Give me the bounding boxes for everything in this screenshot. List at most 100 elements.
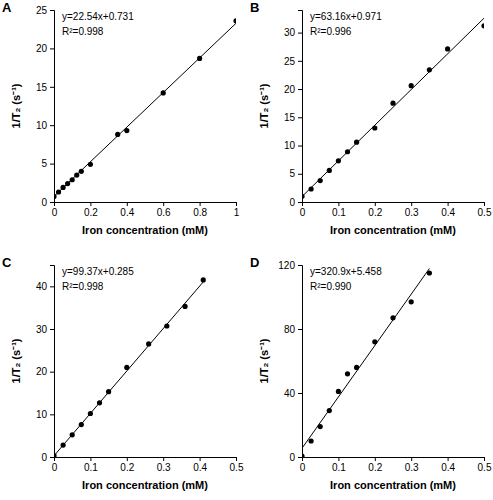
fit-line bbox=[302, 18, 484, 196]
y-tick-mark bbox=[50, 286, 54, 287]
x-axis-title: Iron concentration (mM) bbox=[330, 224, 456, 236]
x-axis: 00.10.20.30.40.5 bbox=[300, 202, 492, 218]
y-axis-title: 1/T₂ (s⁻¹) bbox=[258, 338, 270, 383]
panel: B00.10.20.30.40.5051015202530Iron concen… bbox=[250, 0, 492, 236]
x-axis-line bbox=[303, 458, 485, 462]
y-tick-mark bbox=[298, 117, 302, 118]
x-tick: 0.4 bbox=[441, 202, 455, 218]
y-axis-line bbox=[298, 266, 303, 458]
plot-marks bbox=[302, 269, 432, 457]
y-tick-label: 25 bbox=[284, 56, 296, 67]
y-tick-label: 40 bbox=[284, 388, 296, 399]
y-tick-label: 25 bbox=[36, 5, 48, 16]
y-axis: 04080120 bbox=[278, 260, 302, 463]
plot-marks bbox=[54, 277, 206, 457]
y-axis-line bbox=[50, 266, 55, 458]
y-axis: 0510152025 bbox=[36, 5, 55, 208]
x-axis-line bbox=[55, 458, 237, 462]
y-tick: 20 bbox=[36, 366, 54, 377]
annotation: y=99.37x+0.285 bbox=[62, 266, 134, 277]
y-axis-title: 1/T₂ (s⁻¹) bbox=[10, 338, 22, 383]
y-tick-mark bbox=[50, 87, 54, 88]
x-tick: 0.3 bbox=[405, 202, 419, 218]
y-tick-mark bbox=[50, 48, 54, 49]
x-tick-mark bbox=[163, 202, 164, 206]
y-tick-mark bbox=[50, 10, 54, 11]
x-tick-mark bbox=[411, 457, 412, 461]
data-point bbox=[309, 438, 314, 443]
x-tick-label: 0.4 bbox=[193, 462, 207, 473]
x-tick-mark bbox=[338, 457, 339, 461]
y-tick-label: 80 bbox=[284, 324, 296, 335]
x-axis-line bbox=[303, 203, 485, 207]
annotation: R²=0.990 bbox=[310, 281, 352, 292]
y-tick-label: 20 bbox=[36, 366, 48, 377]
data-point bbox=[336, 389, 341, 394]
panel-title: A bbox=[2, 0, 12, 15]
x-tick-label: 0.4 bbox=[441, 462, 455, 473]
fit-line bbox=[54, 282, 203, 456]
y-tick-mark bbox=[298, 393, 302, 394]
y-tick: 40 bbox=[36, 281, 54, 292]
x-tick-mark bbox=[448, 202, 449, 206]
panel: D00.10.20.30.40.504080120Iron concentrat… bbox=[250, 255, 492, 491]
x-tick: 0 bbox=[300, 202, 306, 218]
y-tick-mark bbox=[298, 33, 302, 34]
x-tick: 0.5 bbox=[478, 202, 492, 218]
annotation: R²=0.996 bbox=[310, 26, 352, 37]
y-tick-mark bbox=[298, 89, 302, 90]
y-tick: 0 bbox=[41, 452, 54, 463]
y-tick: 30 bbox=[36, 324, 54, 335]
plot-marks bbox=[54, 18, 236, 199]
y-tick: 20 bbox=[36, 43, 54, 54]
annotation: y=22.54x+0.731 bbox=[62, 11, 134, 22]
x-tick-mark bbox=[200, 202, 201, 206]
x-tick-label: 0.5 bbox=[478, 207, 492, 218]
y-tick-mark bbox=[298, 329, 302, 330]
x-tick: 0.2 bbox=[368, 457, 382, 473]
x-tick: 0.3 bbox=[405, 457, 419, 473]
annotation: R²=0.998 bbox=[62, 26, 104, 37]
x-axis: 00.20.40.60.81 bbox=[52, 202, 240, 218]
x-tick-mark bbox=[127, 202, 128, 206]
data-point bbox=[88, 162, 93, 167]
x-tick-label: 0.1 bbox=[332, 462, 346, 473]
x-tick-mark bbox=[163, 457, 164, 461]
data-point bbox=[233, 18, 236, 23]
y-axis-title: 1/T₂ (s⁻¹) bbox=[10, 83, 22, 128]
y-tick: 10 bbox=[284, 140, 302, 151]
x-tick-mark bbox=[411, 202, 412, 206]
data-point bbox=[302, 454, 305, 457]
y-tick-label: 0 bbox=[41, 452, 47, 463]
data-point bbox=[445, 46, 450, 51]
y-tick: 0 bbox=[41, 197, 54, 208]
y-tick-label: 10 bbox=[36, 120, 48, 131]
y-tick-label: 120 bbox=[278, 260, 295, 271]
y-tick: 30 bbox=[284, 27, 302, 38]
x-tick-mark bbox=[484, 457, 485, 461]
y-tick-mark bbox=[50, 457, 54, 458]
x-tick-label: 0.4 bbox=[441, 207, 455, 218]
y-axis-line bbox=[298, 11, 303, 203]
x-tick: 0.4 bbox=[441, 457, 455, 473]
y-tick-label: 0 bbox=[41, 197, 47, 208]
x-tick-label: 0.6 bbox=[157, 207, 171, 218]
x-tick: 0.4 bbox=[120, 202, 134, 218]
x-tick-label: 0 bbox=[52, 462, 58, 473]
x-tick-label: 0.8 bbox=[193, 207, 207, 218]
x-tick-mark bbox=[127, 457, 128, 461]
data-point bbox=[409, 299, 414, 304]
figure: A00.20.40.60.810510152025Iron concentrat… bbox=[0, 0, 493, 500]
panel-title: C bbox=[2, 255, 12, 270]
x-axis-title: Iron concentration (mM) bbox=[82, 479, 208, 491]
panel: A00.20.40.60.810510152025Iron concentrat… bbox=[2, 0, 240, 236]
y-tick: 15 bbox=[284, 112, 302, 123]
y-tick: 120 bbox=[278, 260, 302, 271]
x-tick: 0.4 bbox=[193, 457, 207, 473]
y-tick-mark bbox=[298, 174, 302, 175]
x-tick: 0.1 bbox=[332, 202, 346, 218]
y-tick: 25 bbox=[36, 5, 54, 16]
x-tick: 0 bbox=[300, 457, 306, 473]
y-tick-label: 20 bbox=[36, 43, 48, 54]
x-tick-mark bbox=[90, 202, 91, 206]
